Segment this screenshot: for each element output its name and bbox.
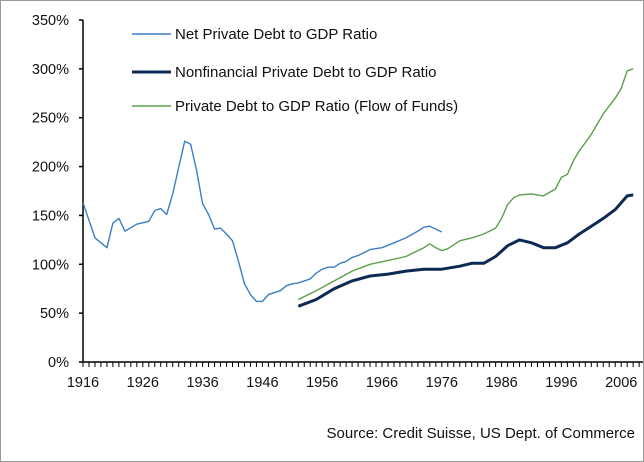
legend: Net Private Debt to GDP Ratio Nonfinancia… [132, 26, 458, 115]
y-tick-label: 50% [40, 306, 69, 322]
x-tick-label: 2006 [605, 375, 637, 391]
y-tick-label: 100% [32, 257, 69, 273]
series-lines [82, 68, 634, 308]
x-tick-label: 1926 [127, 375, 159, 391]
y-tick-label: 350% [32, 13, 69, 29]
legend-label: Nonfinancial Private Debt to GDP Ratio [175, 64, 437, 81]
x-tick-label: 1966 [366, 375, 398, 391]
series-line-1 [82, 140, 443, 303]
y-tick-label: 200% [32, 160, 69, 176]
series-line-3 [297, 68, 634, 301]
x-tick-label: 1936 [186, 375, 218, 391]
source-note: Source: Credit Suisse, US Dept. of Comme… [327, 425, 635, 442]
series-line-2 [297, 193, 634, 308]
x-tick-label: 1976 [426, 375, 458, 391]
y-tick-label: 0% [48, 355, 69, 371]
x-tick-label: 1946 [246, 375, 278, 391]
x-tick-label: 1986 [485, 375, 517, 391]
x-tick-label: 1996 [545, 375, 577, 391]
y-tick-label: 150% [32, 208, 69, 224]
x-tick-label: 1916 [67, 375, 99, 391]
y-tick-label: 300% [32, 62, 69, 78]
legend-label: Private Debt to GDP Ratio (Flow of Funds… [175, 98, 458, 115]
y-tick-label: 250% [32, 111, 69, 127]
y-axis-ticks: 0% 50% 100% 150% 200% 250% 300% 350% [32, 13, 83, 371]
legend-label: Net Private Debt to GDP Ratio [175, 26, 377, 43]
x-tick-label: 1956 [306, 375, 338, 391]
x-axis-ticks: 1916 1926 1936 1946 1956 1966 1976 1986 1996 2006 [67, 362, 640, 391]
